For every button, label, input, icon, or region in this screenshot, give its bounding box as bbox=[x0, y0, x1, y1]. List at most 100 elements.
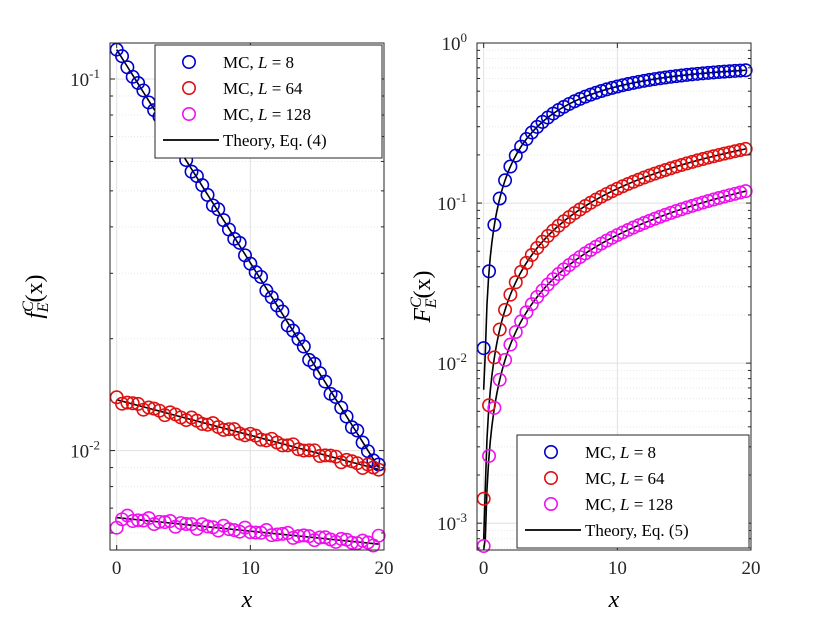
right-marker-series-1 bbox=[503, 159, 518, 174]
right-marker-series-1 bbox=[626, 75, 641, 90]
right-marker-series-1 bbox=[637, 73, 652, 88]
left-marker-series-3 bbox=[227, 523, 242, 538]
right-marker-series-1 bbox=[717, 64, 732, 79]
left-marker-series-2 bbox=[125, 396, 140, 411]
right-marker-series-1 bbox=[695, 66, 710, 81]
right-marker-series-2 bbox=[711, 147, 726, 162]
right-marker-series-3 bbox=[738, 184, 753, 199]
right-y-tick-label: 10-3 bbox=[437, 510, 467, 535]
left-marker-series-2 bbox=[275, 438, 290, 453]
right-marker-series-1 bbox=[647, 72, 662, 87]
right-marker-series-2 bbox=[503, 287, 518, 302]
right-marker-series-1 bbox=[610, 79, 625, 94]
right-marker-series-1 bbox=[604, 80, 619, 95]
right-y-axis-label: FCE(x) bbox=[408, 270, 440, 323]
left-marker-series-2 bbox=[323, 448, 338, 463]
left-marker-series-2 bbox=[216, 422, 231, 437]
left-legend-marker-1 bbox=[182, 54, 197, 69]
left-marker-series-2 bbox=[296, 443, 311, 458]
left-x-axis-label: x bbox=[241, 587, 253, 613]
left-marker-series-3 bbox=[270, 527, 285, 542]
left-marker-series-1 bbox=[350, 423, 365, 438]
right-marker-series-3 bbox=[706, 192, 721, 207]
left-marker-series-2 bbox=[259, 433, 274, 448]
left-marker-series-3 bbox=[125, 514, 140, 529]
left-marker-series-1 bbox=[275, 304, 290, 319]
right-marker-series-3 bbox=[503, 337, 518, 352]
left-marker-series-2 bbox=[115, 396, 130, 411]
left-x-tick-label: 20 bbox=[375, 558, 394, 579]
right-marker-series-1 bbox=[706, 65, 721, 80]
left-marker-series-3 bbox=[312, 530, 327, 545]
left-marker-series-2 bbox=[120, 395, 135, 410]
left-marker-series-1 bbox=[211, 202, 226, 217]
right-marker-series-2 bbox=[717, 146, 732, 161]
left-y-tick-label: 10-1 bbox=[70, 66, 100, 91]
left-marker-series-2 bbox=[238, 428, 253, 443]
left-x-tick-label: 0 bbox=[112, 558, 122, 579]
right-legend-marker-1 bbox=[543, 444, 558, 459]
left-marker-series-2 bbox=[318, 448, 333, 463]
right-legend-marker-2 bbox=[543, 470, 558, 485]
right-x-tick-label: 20 bbox=[742, 558, 761, 579]
left-marker-series-2 bbox=[200, 417, 215, 432]
right-y-tick-label: 100 bbox=[442, 30, 468, 55]
left-y-axis-label: fCE(x) bbox=[20, 274, 52, 318]
right-marker-series-1 bbox=[492, 191, 507, 206]
right-marker-series-1 bbox=[727, 63, 742, 78]
left-legend-label-theory: Theory, Eq. (4) bbox=[223, 131, 327, 150]
left-marker-series-2 bbox=[254, 432, 269, 447]
right-axes-frame bbox=[476, 42, 752, 551]
right-marker-series-1 bbox=[642, 72, 657, 87]
right-marker-series-1 bbox=[679, 67, 694, 82]
left-marker-series-3 bbox=[152, 514, 167, 529]
right-y-tick-label: 10-2 bbox=[437, 350, 467, 375]
left-marker-series-3 bbox=[291, 529, 306, 544]
right-marker-series-1 bbox=[711, 65, 726, 80]
right-marker-series-3 bbox=[733, 185, 748, 200]
right-marker-series-1 bbox=[631, 74, 646, 89]
right-marker-series-2 bbox=[727, 144, 742, 159]
right-marker-series-3 bbox=[498, 352, 513, 367]
right-marker-series-2 bbox=[492, 322, 507, 337]
left-legend: MC, L = 8 MC, L = 64 MC, L = 128 Theory, Eq… bbox=[154, 44, 383, 159]
right-legend-label-3: MC, L = 128 bbox=[585, 495, 673, 514]
left-marker-series-3 bbox=[131, 513, 146, 528]
left-legend-label-2: MC, L = 64 bbox=[223, 79, 303, 98]
right-panel: 0 10 20 10-3 10-2 10-1 100 MC, L = 8 MC, L = 64… bbox=[408, 30, 761, 613]
right-marker-series-1 bbox=[722, 64, 737, 79]
left-marker-series-2 bbox=[302, 443, 317, 458]
left-marker-series-1 bbox=[318, 374, 333, 389]
left-y-tick-label: 10-2 bbox=[70, 438, 100, 463]
right-marker-series-3 bbox=[701, 194, 716, 209]
right-marker-series-1 bbox=[669, 69, 684, 84]
right-marker-series-1 bbox=[674, 68, 689, 83]
right-legend-label-2: MC, L = 64 bbox=[585, 469, 665, 488]
right-y-tick-label: 10-1 bbox=[437, 190, 467, 215]
right-marker-series-1 bbox=[663, 69, 678, 84]
right-marker-series-2 bbox=[690, 153, 705, 168]
right-marker-series-2 bbox=[701, 150, 716, 165]
left-marker-series-3 bbox=[344, 535, 359, 550]
right-legend: MC, L = 8 MC, L = 64 MC, L = 128 Theory, Eq… bbox=[516, 434, 750, 549]
right-marker-series-1 bbox=[733, 63, 748, 78]
right-marker-series-1 bbox=[482, 264, 497, 279]
left-marker-series-3 bbox=[243, 525, 258, 540]
left-marker-series-1 bbox=[254, 269, 269, 284]
right-marker-series-3 bbox=[711, 191, 726, 206]
right-legend-label-1: MC, L = 8 bbox=[585, 443, 656, 462]
right-marker-series-1 bbox=[658, 70, 673, 85]
right-legend-label-theory: Theory, Eq. (5) bbox=[585, 521, 689, 540]
left-ticks: 0 10 20 10-2 10-1 bbox=[70, 43, 394, 579]
right-marker-series-1 bbox=[690, 66, 705, 81]
right-legend-marker-3 bbox=[543, 496, 558, 511]
right-marker-series-1 bbox=[685, 67, 700, 82]
right-ticks: 0 10 20 10-3 10-2 10-1 100 bbox=[437, 30, 760, 579]
right-marker-series-1 bbox=[653, 71, 668, 86]
right-marker-series-1 bbox=[599, 82, 614, 97]
left-legend-label-3: MC, L = 128 bbox=[223, 105, 311, 124]
right-markers bbox=[476, 63, 753, 554]
left-marker-series-2 bbox=[312, 449, 327, 464]
